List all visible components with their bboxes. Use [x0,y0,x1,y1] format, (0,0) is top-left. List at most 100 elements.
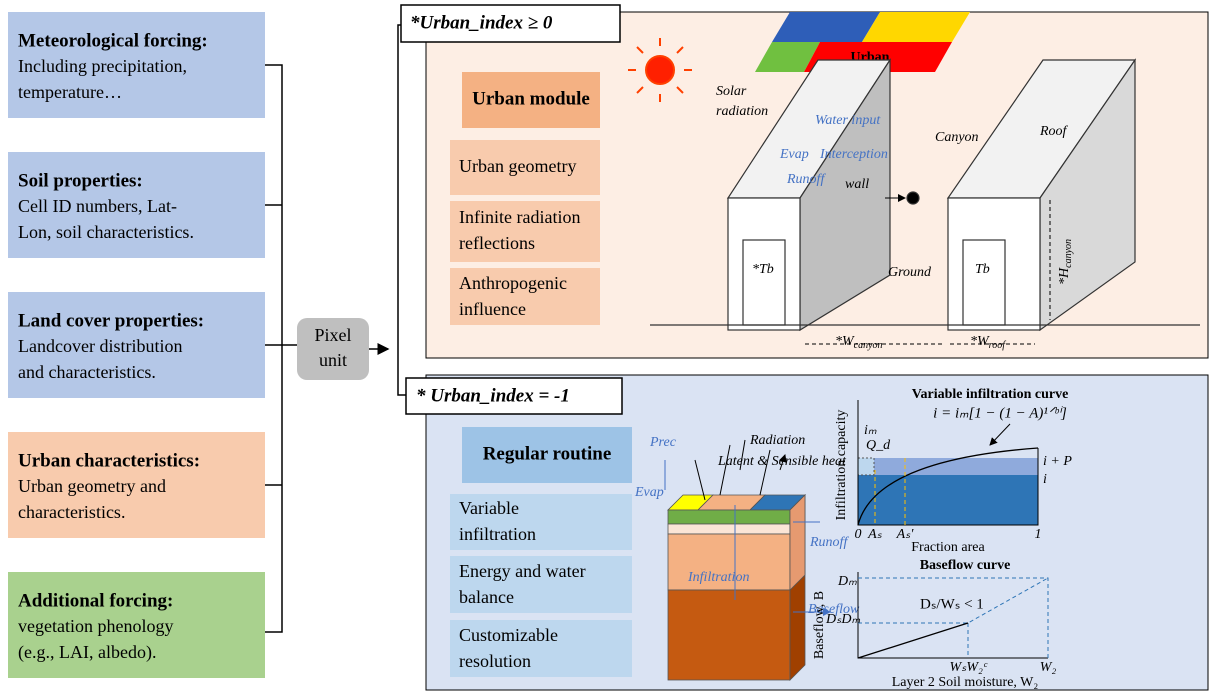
annotation: Infiltration [687,570,749,585]
feature: balance [459,587,514,607]
annotation: *W [835,334,855,349]
annotation: *Tb [752,262,774,277]
annotation: canyon [854,340,883,351]
input-line: Urban geometry and [18,476,166,496]
axis-label: Baseflow, B [812,591,827,659]
svg-text:*Wroof: *Wroof [970,334,1006,351]
annotation: *W [970,334,990,349]
input-line: Cell ID numbers, Lat- [18,196,177,216]
annotation: Dₘ [837,574,857,589]
input-line: Landcover distribution [18,336,182,356]
annotation: wall [845,177,869,192]
feature: Infinite radiation [459,207,580,227]
feature: Variable [459,498,519,518]
feature: Energy and water [459,561,586,581]
buildings [650,57,1200,332]
input-box [8,152,265,258]
infiltration-chart [857,400,1039,526]
annotation: Canyon [935,130,979,145]
input-title: Additional forcing: [18,590,173,611]
urban-map: Urban [755,12,970,72]
input-box [8,12,265,118]
feature: reflections [459,233,535,253]
feature: influence [459,299,526,319]
annotation: Interception [819,147,888,162]
feature-box [450,494,632,550]
feature-box [450,140,600,195]
input-line: and characteristics. [18,362,156,382]
input-line: vegetation phenology [18,616,173,636]
equation: i = iₘ[1 − (1 − A)¹ᐟᵇⁱ] [933,405,1067,421]
annotation: Roof [1039,124,1069,139]
annotation: DₛDₘ [825,612,860,627]
annotation: Evap [634,485,664,500]
annotation: Aₛ [867,527,883,542]
sun [628,38,692,102]
inputs: Meteorological forcing: Including precip… [8,12,265,678]
branch [397,24,412,396]
annotation: i [1043,472,1047,487]
module-box [462,72,600,128]
label-box [405,377,623,415]
annotation: WₛW₂ᶜ [949,660,987,675]
input-line: Lon, soil characteristics. [18,222,194,242]
label-box [400,4,621,43]
pixel-unit-text: Pixel [314,325,351,345]
annotation: W₂ [1040,660,1057,675]
annotation: Runoff [809,535,849,550]
chart-title: Baseflow curve [920,558,1011,573]
annotation: roof [989,340,1007,351]
feature: resolution [459,651,531,671]
arrow [664,460,830,612]
pixel-unit-text: unit [319,350,347,370]
annotation: *H [1057,267,1072,285]
input-box [8,292,265,398]
feature-box [450,201,600,262]
input-line: temperature… [18,82,122,102]
module-box [462,427,632,483]
input-title: Soil properties: [18,170,143,191]
panel-label: *Urban_index ≥ 0 [410,12,553,33]
annotation: radiation [716,104,768,119]
annotation: Radiation [749,433,805,448]
feature: infiltration [459,524,536,544]
annotation: Latent & Sensible heat [717,454,847,469]
axis-label: Infiltration capacity [834,410,849,521]
annotation: Ground [888,265,932,280]
annotation: Runoff [786,172,826,187]
annotation: iₘ [864,423,877,438]
input-line: characteristics. [18,502,125,522]
input-box [8,432,265,538]
annotation: Baseflow [808,602,860,617]
annotation: Tb [975,262,990,277]
input-title: Land cover properties: [18,310,204,331]
arrow [694,439,785,501]
baseflow-chart [857,572,1049,659]
bracket [265,64,297,633]
chart-title: Variable infiltration curve [912,387,1069,402]
svg-text:*Hcanyon: *Hcanyon [1057,239,1074,285]
annotation: i + P [1043,454,1072,469]
soil-column [667,494,806,681]
input-line: Including precipitation, [18,56,187,76]
feature-box [450,268,600,325]
axis-label: Fraction area [911,540,985,555]
input-box [8,572,265,678]
svg-text:*Wcanyon: *Wcanyon [835,334,883,351]
feature: Urban geometry [459,156,576,176]
annotation: canyon [1063,239,1074,268]
input-line: (e.g., LAI, albedo). [18,642,156,663]
panel-label: * Urban_index = -1 [416,385,570,406]
annotation: 1 [1035,527,1042,542]
feature: Anthropogenic [459,273,567,293]
input-title: Urban characteristics: [18,450,200,471]
annotation: Prec [649,435,677,450]
module-title: Urban module [472,88,590,109]
axis-label: Layer 2 Soil moisture, W₂ [892,675,1039,690]
annotation: Solar [716,84,747,99]
feature-box [450,620,632,677]
annotation: Aₛ′ [896,527,915,542]
annotation: Evap [779,147,809,162]
module-title: Regular routine [483,443,612,464]
